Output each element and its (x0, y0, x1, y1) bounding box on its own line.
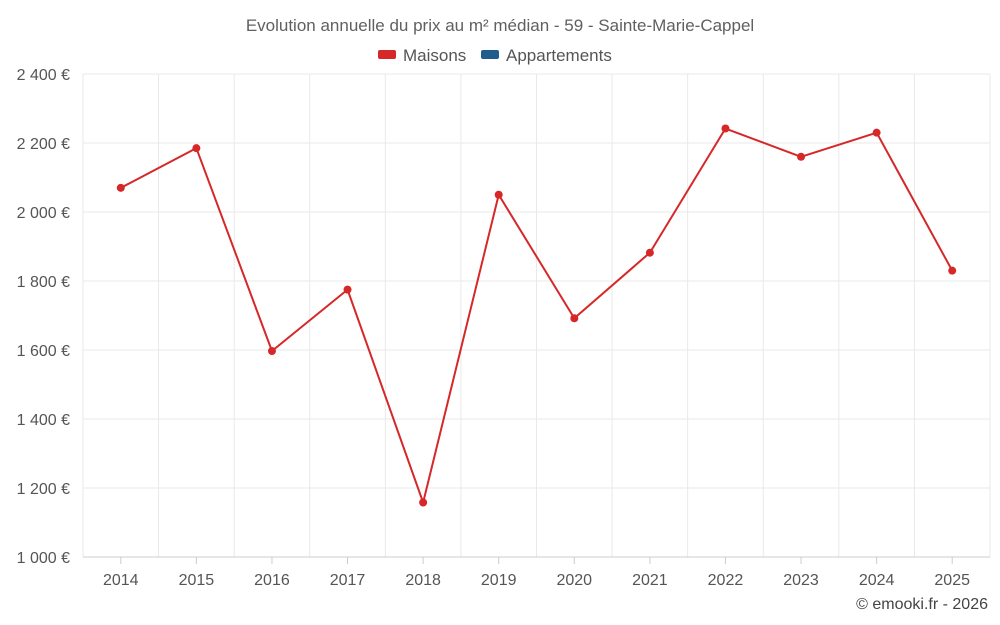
legend: Maisons Appartements (378, 46, 612, 65)
legend-swatch-appartements (481, 50, 499, 59)
y-tick-label: 2 000 € (17, 205, 70, 222)
legend-item-appartements[interactable]: Appartements (481, 46, 612, 65)
chart-title: Evolution annuelle du prix au m² médian … (246, 16, 754, 35)
legend-swatch-maisons (378, 50, 396, 59)
data-point-maisons-2024[interactable] (872, 128, 881, 137)
data-point-maisons-2021[interactable] (645, 248, 654, 257)
data-point-maisons-2015[interactable] (192, 144, 201, 153)
x-axis: 2014 2015 2016 2017 2018 2019 2020 2021 2022 2023… (83, 556, 990, 589)
x-tick-label: 2015 (179, 572, 215, 589)
x-tick-label: 2023 (783, 572, 819, 589)
plot-area (116, 124, 957, 507)
x-tick-label: 2016 (254, 572, 290, 589)
legend-label-appartements: Appartements (506, 46, 612, 65)
y-tick-label: 2 400 € (17, 67, 70, 84)
gridlines (82, 73, 991, 557)
y-axis: 1 000 € 1 200 € 1 400 € 1 600 € 1 800 € 2 000… (17, 67, 70, 567)
y-tick-label: 1 600 € (17, 343, 70, 360)
data-point-maisons-2018[interactable] (419, 498, 428, 507)
data-point-maisons-2017[interactable] (343, 285, 352, 294)
series-line-maisons (120, 127, 954, 504)
data-point-maisons-2022[interactable] (721, 124, 730, 133)
data-point-maisons-2016[interactable] (267, 347, 276, 356)
x-tick-label: 2020 (556, 572, 592, 589)
x-tick-label: 2019 (481, 572, 517, 589)
y-tick-label: 1 400 € (17, 412, 70, 429)
data-point-maisons-2023[interactable] (797, 152, 806, 161)
x-tick-label: 2024 (859, 572, 895, 589)
x-tick-label: 2025 (934, 572, 970, 589)
y-tick-label: 1 800 € (17, 274, 70, 291)
x-tick-label: 2021 (632, 572, 668, 589)
data-point-maisons-2014[interactable] (116, 183, 125, 192)
data-point-maisons-2020[interactable] (570, 314, 579, 323)
x-tick-label: 2022 (708, 572, 744, 589)
x-tick-label: 2017 (330, 572, 366, 589)
x-tick-label: 2014 (103, 572, 139, 589)
x-tick-label: 2018 (405, 572, 441, 589)
y-tick-label: 2 200 € (17, 136, 70, 153)
credit-text: © emooki.fr - 2026 (856, 596, 988, 613)
data-point-maisons-2025[interactable] (948, 266, 957, 275)
legend-item-maisons[interactable]: Maisons (378, 46, 466, 65)
data-point-maisons-2019[interactable] (494, 190, 503, 199)
y-tick-label: 1 200 € (17, 481, 70, 498)
legend-label-maisons: Maisons (403, 46, 466, 65)
y-tick-label: 1 000 € (17, 550, 70, 567)
